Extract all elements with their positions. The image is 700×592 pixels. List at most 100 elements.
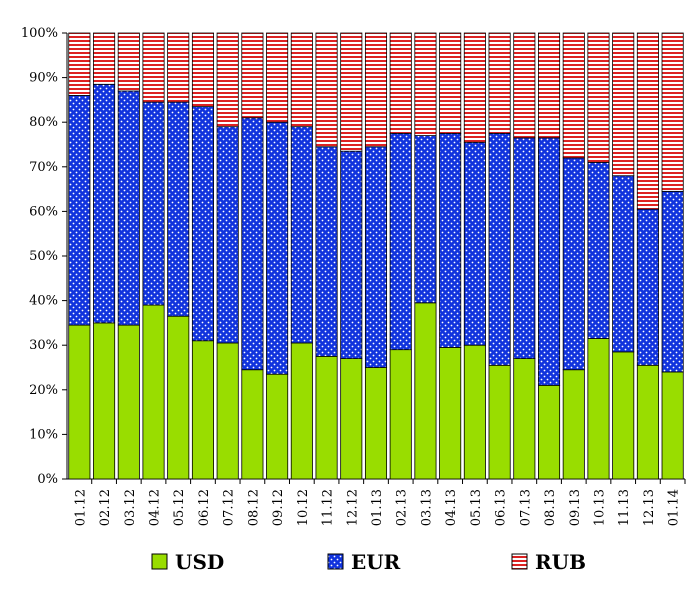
- bar-eur-03-13: [414, 135, 437, 304]
- bar-rub-12-12: [340, 32, 363, 152]
- bar-rub-11-12: [315, 32, 338, 148]
- bar-usd-02-12: [93, 322, 116, 480]
- x-tick-label: 03.12: [123, 489, 138, 526]
- bar-usd-03-12: [117, 324, 140, 480]
- bar-rub-09-13: [562, 32, 585, 159]
- y-tick-label: 60%: [29, 204, 58, 219]
- x-tick-label: 10.13: [592, 489, 607, 526]
- x-tick-label: 02.13: [395, 489, 410, 526]
- bar-usd-09-13: [562, 369, 585, 480]
- y-tick-label: 50%: [29, 249, 58, 264]
- x-tick-label: 06.12: [197, 489, 212, 526]
- bar-eur-07-13: [513, 137, 536, 359]
- bar-eur-01-12: [68, 95, 91, 326]
- bar-usd-10-13: [587, 338, 610, 480]
- bar-usd-08-13: [538, 384, 561, 480]
- bar-usd-03-13: [414, 302, 437, 480]
- bar-rub-10-13: [587, 32, 610, 163]
- x-tick-label: 11.12: [321, 489, 336, 526]
- y-tick-label: 90%: [29, 71, 58, 86]
- legend-swatch-eur: [327, 553, 344, 570]
- legend-label-rub: RUB: [535, 550, 586, 574]
- bar-usd-11-12: [315, 355, 338, 480]
- x-tick-label: 05.12: [172, 489, 187, 526]
- x-tick-label: 05.13: [469, 489, 484, 526]
- y-tick-label: 30%: [29, 338, 58, 353]
- bar-usd-09-12: [266, 373, 289, 480]
- bar-usd-05-13: [463, 344, 486, 480]
- legend-label-usd: USD: [175, 550, 224, 574]
- bar-usd-06-12: [191, 340, 214, 480]
- x-tick-label: 07.12: [222, 489, 237, 526]
- bar-eur-12-12: [340, 150, 363, 359]
- bar-eur-01-13: [364, 146, 388, 368]
- x-tick-label: 01.13: [370, 489, 385, 526]
- bar-usd-01-13: [364, 367, 388, 480]
- bar-usd-12-12: [340, 358, 363, 480]
- y-tick-label: 20%: [29, 383, 58, 398]
- bar-usd-04-13: [439, 347, 462, 480]
- y-tick-label: 70%: [29, 160, 58, 175]
- y-tick-label: 10%: [29, 427, 58, 442]
- y-tick-label: 0%: [37, 472, 58, 487]
- bar-rub-07-12: [216, 32, 239, 128]
- bar-rub-03-12: [117, 32, 140, 92]
- bar-usd-02-13: [389, 349, 412, 480]
- bar-rub-01-13: [364, 32, 388, 148]
- bar-rub-06-13: [488, 32, 511, 134]
- bar-eur-06-13: [488, 132, 511, 366]
- x-tick-label: 03.13: [419, 489, 434, 526]
- x-tick-label: 06.13: [494, 489, 509, 526]
- bar-usd-12-13: [636, 364, 659, 480]
- bar-usd-10-12: [290, 342, 313, 480]
- y-tick-label: 40%: [29, 294, 58, 309]
- y-tick-label: 100%: [21, 26, 58, 41]
- x-tick-label: 10.12: [296, 489, 311, 526]
- x-tick-label: 12.12: [345, 489, 360, 526]
- bar-usd-11-13: [612, 351, 635, 480]
- bar-eur-08-12: [241, 117, 264, 371]
- x-tick-label: 09.13: [568, 489, 583, 526]
- bar-eur-02-13: [389, 132, 412, 351]
- bar-rub-09-12: [266, 32, 289, 123]
- bar-rub-02-13: [389, 32, 412, 134]
- bar-rub-12-13: [636, 32, 659, 210]
- x-tick-label: 04.13: [444, 489, 459, 526]
- bar-rub-10-12: [290, 32, 313, 128]
- bar-usd-08-12: [241, 369, 264, 480]
- bar-usd-01-14: [661, 371, 684, 480]
- x-tick-label: 02.12: [98, 489, 113, 526]
- legend-swatch-rub: [511, 553, 528, 570]
- bar-rub-08-13: [538, 32, 561, 139]
- x-tick-label: 07.13: [518, 489, 533, 526]
- x-tick-label: 01.12: [73, 489, 88, 526]
- bar-eur-02-12: [93, 83, 116, 324]
- legend-swatch-usd: [151, 553, 168, 570]
- bar-rub-05-13: [463, 32, 486, 143]
- bar-rub-05-12: [167, 32, 190, 103]
- axes: 0% 10% 20% 30% 40% 50% 60% 70% 80% 90% 100% 01.12 02…: [21, 26, 686, 526]
- bar-eur-10-13: [587, 161, 610, 339]
- bars: [68, 32, 684, 480]
- y-tick-label: 80%: [29, 115, 58, 130]
- x-tick-label: 09.12: [271, 489, 286, 526]
- bar-eur-05-12: [167, 101, 190, 317]
- bar-usd-05-12: [167, 315, 190, 480]
- bar-rub-01-12: [68, 32, 91, 96]
- x-tick-label: 08.12: [246, 489, 261, 526]
- bar-rub-04-13: [439, 32, 462, 134]
- bar-eur-04-13: [439, 132, 462, 348]
- bar-usd-07-13: [513, 358, 536, 480]
- bar-rub-04-12: [142, 32, 165, 103]
- bar-usd-04-12: [142, 304, 165, 480]
- legend: USD EUR RUB: [151, 550, 586, 574]
- bar-rub-01-14: [661, 32, 684, 192]
- x-tick-label: 12.13: [642, 489, 657, 526]
- bar-rub-03-13: [414, 32, 437, 136]
- bar-eur-09-13: [562, 157, 585, 371]
- x-tick-label: 11.13: [617, 489, 632, 526]
- bar-rub-08-12: [241, 32, 264, 119]
- bar-rub-07-13: [513, 32, 536, 139]
- bar-usd-01-12: [68, 324, 91, 480]
